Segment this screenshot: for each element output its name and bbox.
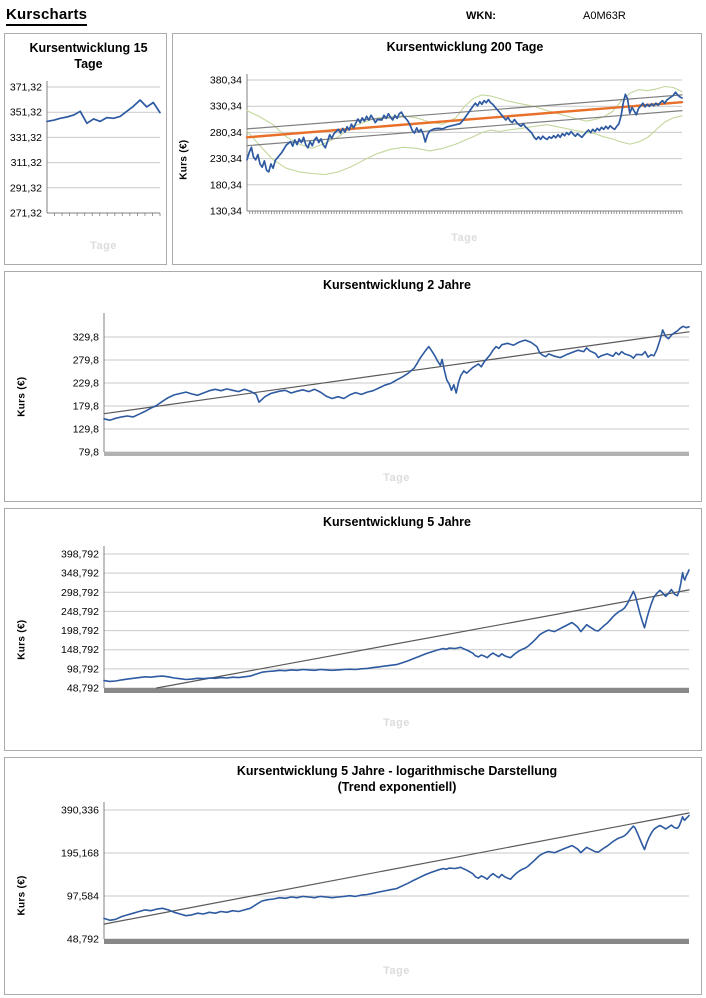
chart-title-15-tage: Kursentwicklung 15 Tage bbox=[29, 41, 148, 72]
chart-canvas-2-jahre: 329,8 279,8 229,8 179,8 129,8 79,8 Tage bbox=[39, 293, 701, 501]
svg-text:311,32: 311,32 bbox=[11, 157, 42, 169]
svg-text:279,8: 279,8 bbox=[73, 355, 99, 367]
chart-title-200-tage: Kursentwicklung 200 Tage bbox=[386, 40, 544, 54]
chart-canvas-5-jahre-log: 390,336 195,168 97,584 48,792 Tage bbox=[39, 796, 701, 995]
svg-text:195,168: 195,168 bbox=[61, 847, 99, 859]
svg-text:Tage: Tage bbox=[383, 965, 410, 977]
chart-canvas-200-tage: 380,34 330,34 280,34 230,34 180,34 130,34 Tage bbox=[195, 55, 701, 264]
svg-text:180,34: 180,34 bbox=[210, 180, 242, 192]
wkn-label: WKN: bbox=[466, 10, 496, 22]
svg-text:291,32: 291,32 bbox=[10, 182, 42, 194]
svg-text:Tage: Tage bbox=[383, 472, 410, 484]
svg-text:179,8: 179,8 bbox=[73, 401, 99, 413]
svg-text:271,32: 271,32 bbox=[10, 207, 42, 219]
svg-text:398,792: 398,792 bbox=[61, 549, 99, 561]
svg-text:98,792: 98,792 bbox=[67, 664, 99, 676]
svg-text:130,34: 130,34 bbox=[210, 206, 242, 218]
svg-text:280,34: 280,34 bbox=[210, 127, 242, 139]
svg-text:380,34: 380,34 bbox=[210, 75, 242, 87]
y-axis-title-2-jahre: Kurs (€) bbox=[16, 377, 28, 418]
chart-title-5-jahre-log: Kursentwicklung 5 Jahre - logarithmische… bbox=[236, 764, 558, 778]
chart-box-5-jahre: Kursentwicklung 5 Jahre Kurs (€) 398,792… bbox=[4, 508, 702, 751]
top-chart-row: Kursentwicklung 15 Tage 371,32 351,32 331,… bbox=[4, 33, 702, 265]
chart-box-5-jahre-log: Kursentwicklung 5 Jahre - logarithmische… bbox=[4, 757, 702, 995]
chart-canvas-5-jahre: 398,792 348,792 298,792 248,792 198,792 148,7… bbox=[39, 530, 701, 750]
svg-text:129,8: 129,8 bbox=[73, 424, 99, 436]
svg-text:230,34: 230,34 bbox=[210, 153, 242, 165]
chart-box-2-jahre: Kursentwicklung 2 Jahre Kurs (€) 329,8 27… bbox=[4, 271, 702, 502]
svg-text:Tage: Tage bbox=[90, 240, 117, 252]
svg-text:329,8: 329,8 bbox=[73, 332, 99, 344]
chart-box-15-tage: Kursentwicklung 15 Tage 371,32 351,32 331,… bbox=[4, 33, 167, 265]
svg-text:330,34: 330,34 bbox=[210, 101, 242, 113]
svg-text:348,792: 348,792 bbox=[61, 568, 99, 580]
svg-text:148,792: 148,792 bbox=[61, 644, 99, 656]
svg-text:198,792: 198,792 bbox=[61, 625, 99, 637]
chart-box-200-tage: Kursentwicklung 200 Tage Kurs (€) 380,34… bbox=[172, 33, 702, 265]
y-axis-title-5-jahre: Kurs (€) bbox=[16, 620, 28, 661]
svg-text:351,32: 351,32 bbox=[10, 106, 42, 118]
chart-canvas-15-tage: 371,32 351,32 331,32 311,32 291,32 271,32 Tage bbox=[5, 73, 166, 265]
y-axis-title-200-tage: Kurs (€) bbox=[178, 139, 190, 180]
chart-title-5-jahre: Kursentwicklung 5 Jahre bbox=[323, 515, 471, 529]
svg-text:48,792: 48,792 bbox=[67, 683, 99, 695]
svg-text:298,792: 298,792 bbox=[61, 587, 99, 599]
page-title: Kurscharts bbox=[6, 6, 88, 26]
svg-text:48,792: 48,792 bbox=[67, 933, 99, 945]
svg-text:229,8: 229,8 bbox=[73, 378, 99, 390]
svg-text:331,32: 331,32 bbox=[10, 131, 42, 143]
svg-text:Tage: Tage bbox=[383, 717, 410, 729]
svg-text:371,32: 371,32 bbox=[10, 81, 42, 93]
chart-subtitle-5-jahre-log: (Trend exponentiell) bbox=[337, 780, 457, 795]
y-axis-title-5-jahre-log: Kurs (€) bbox=[16, 874, 28, 915]
wkn-value: A0M63R bbox=[583, 10, 626, 22]
page-header: Kurscharts WKN: A0M63R bbox=[4, 4, 702, 30]
svg-text:390,336: 390,336 bbox=[61, 804, 99, 816]
svg-text:Tage: Tage bbox=[451, 232, 478, 244]
svg-text:79,8: 79,8 bbox=[79, 447, 100, 459]
svg-text:97,584: 97,584 bbox=[67, 890, 99, 902]
svg-text:248,792: 248,792 bbox=[61, 606, 99, 618]
chart-title-2-jahre: Kursentwicklung 2 Jahre bbox=[323, 278, 471, 292]
